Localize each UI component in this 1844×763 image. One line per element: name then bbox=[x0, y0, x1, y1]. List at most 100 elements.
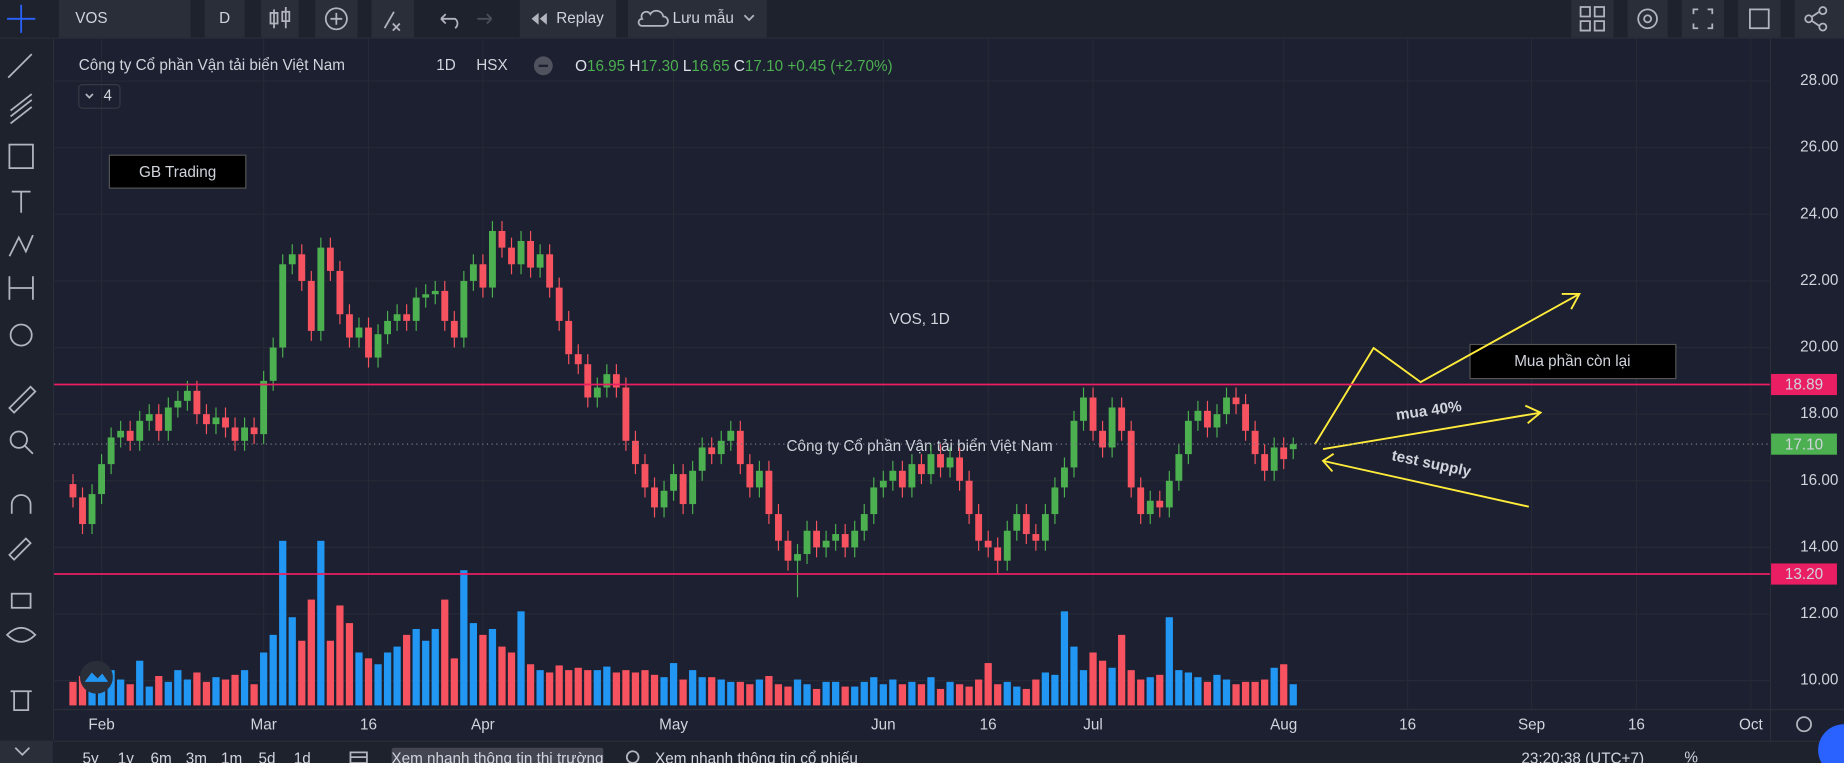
candle-body bbox=[889, 470, 897, 481]
search-text[interactable]: Xem nhanh thông tin cổ phiếu bbox=[655, 751, 858, 763]
value: 17.30 bbox=[640, 58, 678, 75]
candle-body bbox=[851, 530, 859, 548]
volume-bar bbox=[383, 652, 392, 706]
volume-bar bbox=[641, 670, 649, 706]
x-tick-label: Feb bbox=[88, 716, 114, 733]
candle-body bbox=[288, 254, 296, 265]
candle-body bbox=[1108, 407, 1116, 448]
volume-bar bbox=[260, 652, 268, 706]
legend-exchange: HSX bbox=[476, 57, 507, 74]
volume-bar bbox=[555, 665, 563, 706]
candle-body bbox=[203, 414, 210, 425]
volume-bar bbox=[1051, 674, 1059, 706]
candle-body bbox=[1032, 534, 1040, 541]
candle-body bbox=[231, 427, 239, 441]
layout-button[interactable] bbox=[1571, 0, 1614, 38]
volume-bar bbox=[1032, 679, 1040, 706]
volume-bar bbox=[860, 681, 868, 706]
candle-body bbox=[136, 420, 144, 441]
candle-body bbox=[269, 347, 277, 381]
candle-body bbox=[117, 430, 125, 438]
save-button[interactable]: Lưu mẫu bbox=[627, 0, 767, 38]
range-button[interactable]: 1m bbox=[221, 751, 242, 763]
volume-bar bbox=[1098, 660, 1107, 706]
interval-button[interactable] bbox=[204, 0, 245, 38]
candle-body bbox=[422, 294, 430, 298]
settings-button[interactable] bbox=[1627, 0, 1668, 38]
candle-body bbox=[908, 464, 916, 488]
legend-status-bar bbox=[538, 64, 549, 68]
chart-type-button[interactable] bbox=[261, 0, 299, 38]
volume-bar bbox=[1070, 646, 1078, 706]
undo-redo[interactable] bbox=[440, 13, 493, 29]
alert-button[interactable] bbox=[371, 0, 414, 38]
volume-bar bbox=[240, 670, 249, 706]
range-button[interactable]: 5y bbox=[82, 751, 98, 763]
volume-bar bbox=[1203, 681, 1212, 706]
candle-body bbox=[1061, 467, 1068, 488]
candle-body bbox=[384, 320, 392, 335]
range-button[interactable]: 6m bbox=[151, 751, 172, 763]
candle-body bbox=[498, 230, 506, 248]
x-tick-label: Jul bbox=[1083, 716, 1103, 733]
x-tick-label: 16 bbox=[1399, 716, 1416, 733]
range-button[interactable]: 1y bbox=[118, 751, 134, 763]
candle-body bbox=[1080, 397, 1087, 421]
volume-bar bbox=[765, 676, 773, 706]
replay-button[interactable]: Replay bbox=[519, 0, 617, 38]
candle-body bbox=[155, 414, 163, 431]
symbol-text: VOS bbox=[75, 10, 107, 27]
volume-bar bbox=[288, 617, 296, 706]
snapshot-button[interactable] bbox=[1738, 0, 1781, 38]
candle-body bbox=[622, 387, 630, 441]
market-button[interactable] bbox=[391, 747, 604, 763]
legend-ohlc: O16.95 H17.30 L16.65 C17.10 +0.45 (+2.70… bbox=[575, 58, 893, 75]
calendar-icon[interactable] bbox=[349, 751, 368, 763]
volume-bar bbox=[832, 681, 840, 706]
range-button[interactable]: 5d bbox=[258, 751, 275, 763]
volume-bar bbox=[898, 684, 906, 706]
candle-body bbox=[794, 554, 801, 561]
range-button[interactable]: 3m bbox=[186, 751, 207, 763]
key: O bbox=[575, 58, 587, 75]
fullscreen-button[interactable] bbox=[1681, 0, 1725, 38]
range-button[interactable]: 1d bbox=[294, 751, 311, 763]
candle-body bbox=[918, 464, 925, 475]
candle-body bbox=[1261, 454, 1269, 471]
volume-bar bbox=[202, 681, 211, 706]
symbol-search[interactable] bbox=[58, 0, 191, 38]
volume-bar bbox=[498, 646, 506, 706]
axis-settings[interactable] bbox=[1796, 716, 1812, 733]
volume-bar bbox=[603, 666, 611, 706]
x-tick-label: 16 bbox=[1628, 716, 1645, 733]
percent-toggle[interactable]: % bbox=[1684, 749, 1698, 763]
volume-bar bbox=[1261, 679, 1269, 706]
value: 16.95 bbox=[587, 58, 625, 75]
volume-bar bbox=[145, 686, 153, 706]
volume-bar bbox=[650, 674, 659, 706]
drawing-tools[interactable] bbox=[5, 4, 37, 711]
volume-bar bbox=[660, 677, 668, 706]
indicator-button[interactable] bbox=[315, 0, 358, 38]
volume-bar bbox=[469, 623, 477, 706]
clock: 23:20:38 (UTC+7) bbox=[1521, 751, 1644, 763]
candle-body bbox=[956, 457, 964, 481]
logo-mark bbox=[84, 672, 109, 682]
interval-text: D bbox=[219, 10, 230, 27]
share-button[interactable] bbox=[1794, 0, 1844, 38]
chat-button[interactable] bbox=[1818, 724, 1844, 763]
candle-body bbox=[336, 270, 344, 315]
price-level-tag bbox=[1771, 563, 1837, 585]
candle-body bbox=[1118, 407, 1126, 431]
volume-bar bbox=[917, 684, 926, 706]
candle-body bbox=[1280, 447, 1288, 460]
candle-body bbox=[441, 290, 449, 321]
indicator-toggle[interactable] bbox=[78, 84, 121, 109]
key: H bbox=[629, 58, 640, 75]
volume-bar bbox=[1003, 681, 1011, 706]
candle-body bbox=[126, 430, 134, 441]
candle-body bbox=[346, 314, 353, 338]
volume-bar bbox=[107, 670, 115, 706]
candle-body bbox=[1251, 430, 1259, 455]
